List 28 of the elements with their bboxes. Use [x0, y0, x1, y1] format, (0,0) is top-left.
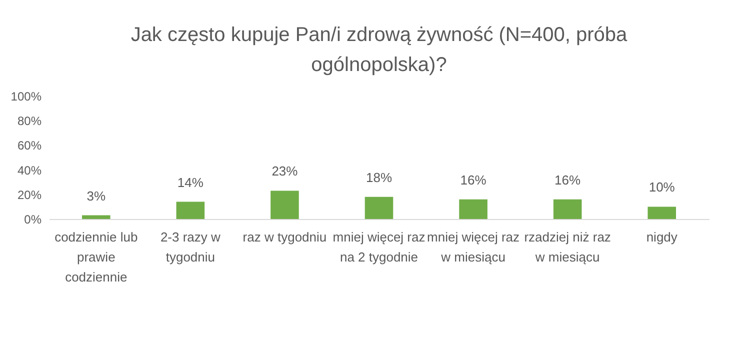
y-tick-label: 0%	[24, 212, 42, 226]
x-tick-label: codziennie lub prawie codziennie	[54, 230, 138, 284]
y-tick-label: 60%	[17, 138, 42, 153]
y-tick-label: 20%	[17, 188, 42, 202]
y-tick-label: 40%	[17, 163, 42, 178]
x-tick-label: raz w tygodniu	[242, 230, 327, 244]
data-label: 16%	[554, 172, 582, 188]
bar	[459, 199, 488, 219]
data-label: 3%	[86, 188, 106, 204]
data-label: 16%	[460, 172, 487, 188]
bar	[553, 199, 582, 219]
x-tick-label: nigdy	[646, 230, 678, 244]
x-tick-label: rzadziej niż raz w miesiącu	[524, 230, 611, 264]
bar	[82, 215, 110, 219]
data-label: 14%	[177, 174, 204, 190]
bar	[270, 190, 299, 219]
data-label: 10%	[648, 180, 676, 195]
bar	[176, 202, 205, 219]
data-label: 23%	[272, 164, 298, 179]
x-tick-label: 2-3 razy w tygodniu	[160, 230, 222, 264]
y-tick-label: 80%	[17, 114, 42, 128]
x-tick-label: mniej więcej raz na 2 tygodnie	[332, 230, 426, 264]
data-label: 18%	[366, 170, 392, 185]
bar	[648, 206, 676, 219]
chart-title: Jak często kupuje Pan/i zdrową żywność (N=400, próba ogólnopolska)?	[130, 24, 628, 76]
x-tick-label: mniej więcej raz w miesiącu	[427, 230, 520, 264]
bar	[364, 196, 394, 219]
y-tick-label: 100%	[10, 90, 42, 104]
